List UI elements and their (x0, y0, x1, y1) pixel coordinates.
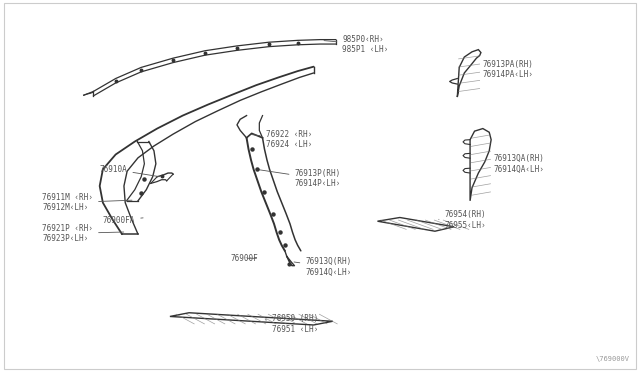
Text: \769000V: \769000V (596, 356, 630, 362)
Text: 76913Q(RH)
76914Q‹LH›: 76913Q(RH) 76914Q‹LH› (294, 257, 351, 276)
Text: 76910A: 76910A (100, 165, 159, 177)
Text: 76900F: 76900F (230, 254, 259, 263)
Text: 76913PA(RH)
76914PA‹LH›: 76913PA(RH) 76914PA‹LH› (483, 60, 534, 79)
Text: 76921P ‹RH›
76923P‹LH›: 76921P ‹RH› 76923P‹LH› (42, 224, 124, 243)
Text: 76950 (RH)
76951 ‹LH›: 76950 (RH) 76951 ‹LH› (265, 314, 318, 334)
Text: 76913P(RH)
76914P‹LH›: 76913P(RH) 76914P‹LH› (259, 169, 340, 188)
Text: 76954(RH)
76955‹LH›: 76954(RH) 76955‹LH› (439, 211, 486, 230)
Text: 76913QA(RH)
76914QA‹LH›: 76913QA(RH) 76914QA‹LH› (493, 154, 545, 173)
Text: 985P0‹RH›
985P1 ‹LH›: 985P0‹RH› 985P1 ‹LH› (324, 35, 388, 54)
Text: 76911M ‹RH›
76912M‹LH›: 76911M ‹RH› 76912M‹LH› (42, 193, 132, 212)
Text: 76900FA: 76900FA (103, 216, 143, 225)
Text: 76922 ‹RH›
76924 ‹LH›: 76922 ‹RH› 76924 ‹LH› (252, 130, 312, 150)
